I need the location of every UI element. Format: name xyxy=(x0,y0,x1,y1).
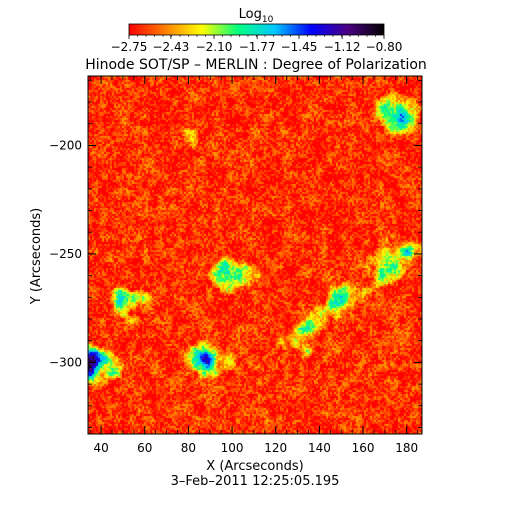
colorbar-tick-label: −1.45 xyxy=(281,40,318,54)
colorbar-label-subscript: 10 xyxy=(262,15,274,25)
x-tick-label: 100 xyxy=(221,441,244,455)
colorbar-label: Log10 xyxy=(239,7,274,25)
axes: 40 60 80 100 120 140 160 180 −200 −250 −300 xyxy=(49,76,422,455)
colorbar-tick-label: −2.43 xyxy=(152,40,189,54)
colorbar xyxy=(128,23,385,36)
x-tick-label: 60 xyxy=(137,441,152,455)
y-tick-label: −250 xyxy=(49,247,82,261)
y-tick-label: −300 xyxy=(49,355,82,369)
colorbar-tick-label: −1.12 xyxy=(324,40,361,54)
heatmap-image xyxy=(88,76,422,434)
colorbar-label-base: Log xyxy=(239,7,262,22)
x-tick-label: 180 xyxy=(395,441,418,455)
x-tick-label: 80 xyxy=(181,441,196,455)
y-axis-label: Y (Arcseconds) xyxy=(29,208,44,305)
timestamp-footer: 3–Feb–2011 12:25:05.195 xyxy=(171,474,340,489)
x-tick-label: 160 xyxy=(352,441,375,455)
colorbar-tick-label: −0.80 xyxy=(366,40,403,54)
chart-title: Hinode SOT/SP – MERLIN : Degree of Polar… xyxy=(85,57,427,73)
heatmap-plot xyxy=(88,76,422,434)
y-tick-label: −200 xyxy=(49,138,82,152)
colorbar-tick-label: −2.75 xyxy=(111,40,148,54)
x-axis-label: X (Arcseconds) xyxy=(206,459,303,474)
colorbar-tick-label: −1.77 xyxy=(239,40,276,54)
plot-frame xyxy=(87,75,423,435)
x-tick-label: 140 xyxy=(308,441,331,455)
x-tick-label: 120 xyxy=(264,441,287,455)
colorbar-ticks: −2.75 −2.43 −2.10 −1.77 −1.45 −1.12 −0.80 xyxy=(111,35,403,54)
x-tick-label: 40 xyxy=(93,441,108,455)
colorbar-tick-label: −2.10 xyxy=(196,40,233,54)
